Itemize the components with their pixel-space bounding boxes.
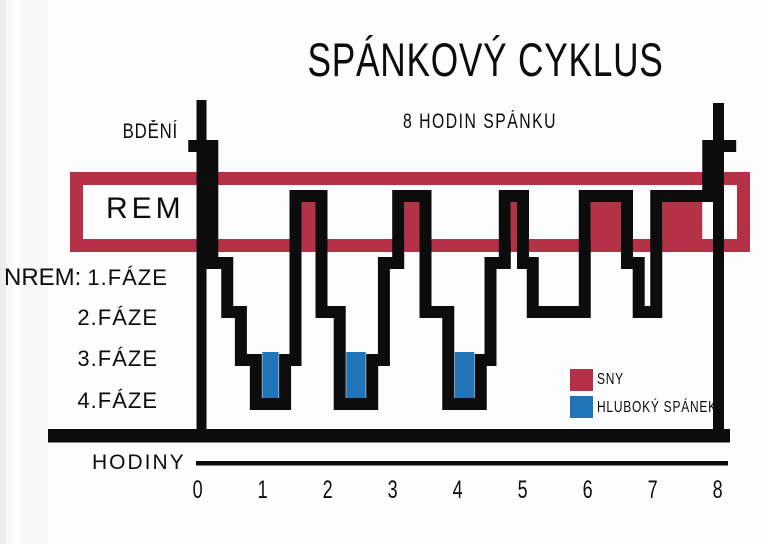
right-axis-line	[713, 103, 724, 442]
x-axis-label: HODINY	[92, 451, 186, 474]
label-wake: BDĚNÍ	[122, 120, 178, 143]
page-title: SPÁNKOVÝ CYKLUS	[307, 33, 664, 86]
legend-label-deep: HLUBOKÝ SPÁNEK	[597, 399, 717, 416]
label-nrem-stage1-row: NREM: 1.FÁZE	[4, 266, 168, 290]
label-rem: REM	[106, 192, 185, 225]
label-stage-1: 1.FÁZE	[87, 265, 168, 290]
label-stage-4: 4.FÁZE	[77, 388, 158, 413]
y-axis-line	[196, 100, 207, 442]
x-tick-2: 2	[322, 476, 334, 504]
x-tick-4: 4	[452, 476, 464, 504]
x-tick-1: 1	[257, 476, 269, 504]
deep-sleep-fills	[262, 352, 475, 398]
label-nrem-prefix: NREM:	[4, 264, 82, 291]
baseline	[48, 429, 730, 443]
rem-episode-fill	[510, 200, 517, 252]
page-edge-highlight	[13, 0, 20, 544]
rem-episode-fill	[590, 200, 621, 252]
x-tick-0: 0	[192, 476, 204, 504]
legend-swatch-deep	[570, 396, 593, 418]
x-tick-3: 3	[387, 476, 399, 504]
x-tick-8: 8	[712, 476, 724, 504]
legend-label-rem: SNY	[597, 371, 624, 388]
rem-episode-fills	[301, 200, 703, 252]
rem-episode-fill	[301, 200, 316, 252]
label-stage-2: 2.FÁZE	[77, 305, 158, 330]
legend-swatch-rem	[570, 369, 593, 391]
sleep-stage-curve	[188, 140, 737, 410]
x-tick-5: 5	[517, 476, 529, 504]
x-tick-6: 6	[582, 476, 594, 504]
chart-subtitle: 8 HODIN SPÁNKU	[402, 110, 558, 133]
deep-sleep-fill	[262, 352, 279, 398]
hours-ruler-line	[196, 461, 728, 466]
deep-sleep-fill	[346, 352, 366, 398]
x-tick-7: 7	[647, 476, 659, 504]
page-edge-shadow	[0, 0, 6, 544]
deep-sleep-fill	[454, 352, 475, 398]
label-stage-3: 3.FÁZE	[77, 346, 158, 371]
rem-episode-fill	[662, 200, 703, 252]
rem-episode-fill	[404, 200, 420, 252]
